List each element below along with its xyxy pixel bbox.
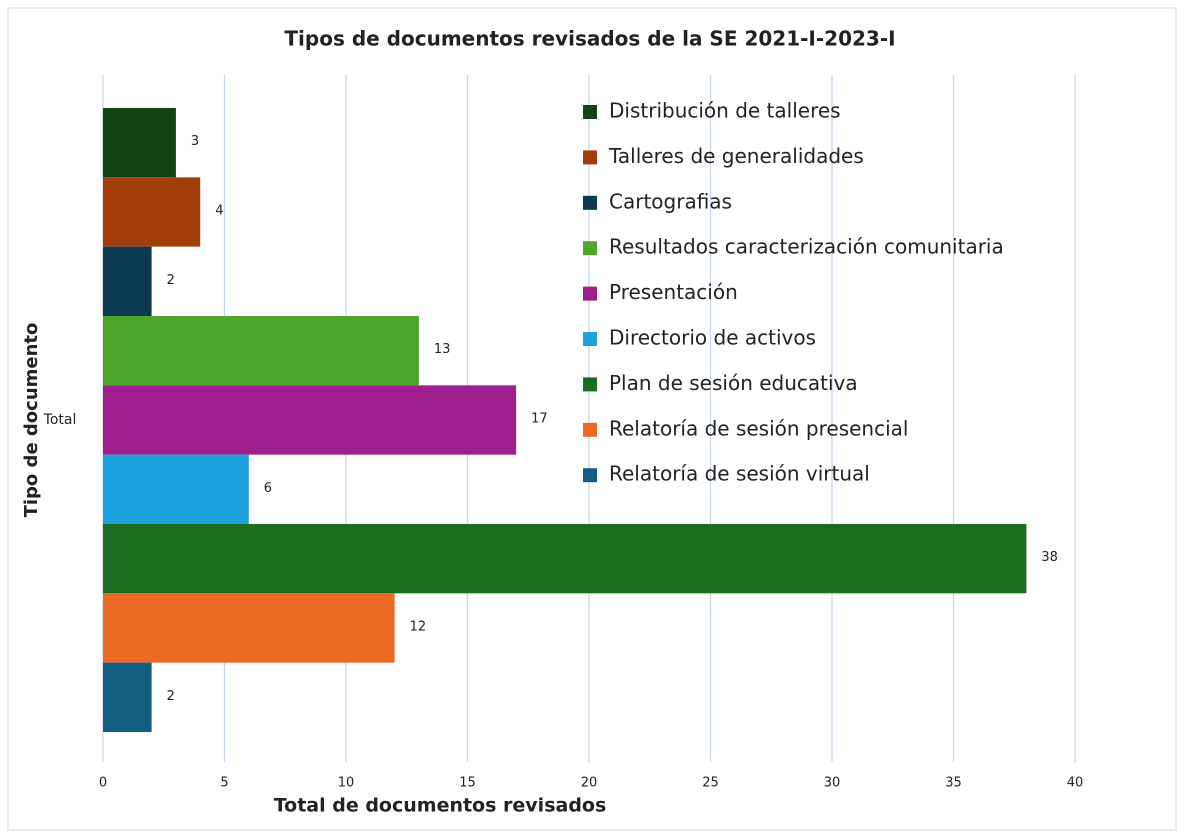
bar bbox=[103, 316, 419, 386]
x-tick-label: 5 bbox=[220, 776, 228, 791]
data-label: 2 bbox=[167, 689, 175, 704]
y-axis-title: Tipo de documento bbox=[21, 323, 42, 518]
legend-swatch bbox=[583, 105, 597, 119]
bar bbox=[103, 108, 176, 178]
legend-swatch bbox=[583, 286, 597, 301]
legend-swatch bbox=[583, 468, 597, 483]
x-tick-label: 25 bbox=[702, 776, 719, 791]
x-axis-title: Total de documentos revisados bbox=[274, 795, 607, 817]
x-tick-label: 10 bbox=[338, 776, 355, 791]
legend-swatch bbox=[583, 422, 597, 437]
legend-label: Directorio de activos bbox=[609, 326, 816, 350]
legend-label: Talleres de generalidades bbox=[608, 144, 864, 168]
x-tick-label: 15 bbox=[459, 776, 476, 791]
legend-label: Relatoría de sesión virtual bbox=[609, 462, 870, 486]
x-tick-label: 0 bbox=[99, 776, 107, 791]
data-label: 13 bbox=[434, 342, 451, 357]
legend-label: Cartografias bbox=[609, 189, 732, 213]
legend-swatch bbox=[583, 241, 597, 256]
data-label: 6 bbox=[264, 481, 272, 496]
y-tick-label: Total bbox=[43, 412, 77, 428]
data-label: 4 bbox=[215, 204, 223, 219]
legend-swatch bbox=[583, 150, 597, 165]
data-label: 17 bbox=[531, 412, 548, 427]
data-label: 38 bbox=[1041, 550, 1058, 565]
legend-label: Plan de sesión educativa bbox=[609, 371, 858, 395]
chart-title: Tipos de documentos revisados de la SE 2… bbox=[284, 27, 895, 51]
bar bbox=[103, 177, 201, 247]
bar bbox=[103, 454, 249, 524]
legend-label: Resultados caracterización comunitaria bbox=[609, 235, 1004, 259]
x-tick-label: 20 bbox=[581, 776, 598, 791]
legend-swatch bbox=[583, 195, 597, 210]
bar bbox=[103, 385, 517, 455]
x-tick-label: 35 bbox=[945, 776, 962, 791]
legend-label: Distribución de talleres bbox=[609, 99, 841, 123]
legend-label: Presentación bbox=[609, 280, 738, 304]
bar bbox=[103, 662, 152, 732]
data-label: 2 bbox=[167, 273, 175, 288]
x-tick-label: 40 bbox=[1067, 776, 1084, 791]
data-label: 12 bbox=[410, 620, 427, 635]
bar bbox=[103, 246, 152, 316]
bar bbox=[103, 593, 395, 663]
bar bbox=[103, 524, 1027, 594]
legend-label: Relatoría de sesión presencial bbox=[609, 416, 908, 440]
legend-swatch bbox=[583, 332, 597, 346]
x-tick-label: 30 bbox=[824, 776, 841, 791]
legend-swatch bbox=[583, 377, 597, 392]
data-label: 3 bbox=[191, 134, 199, 149]
